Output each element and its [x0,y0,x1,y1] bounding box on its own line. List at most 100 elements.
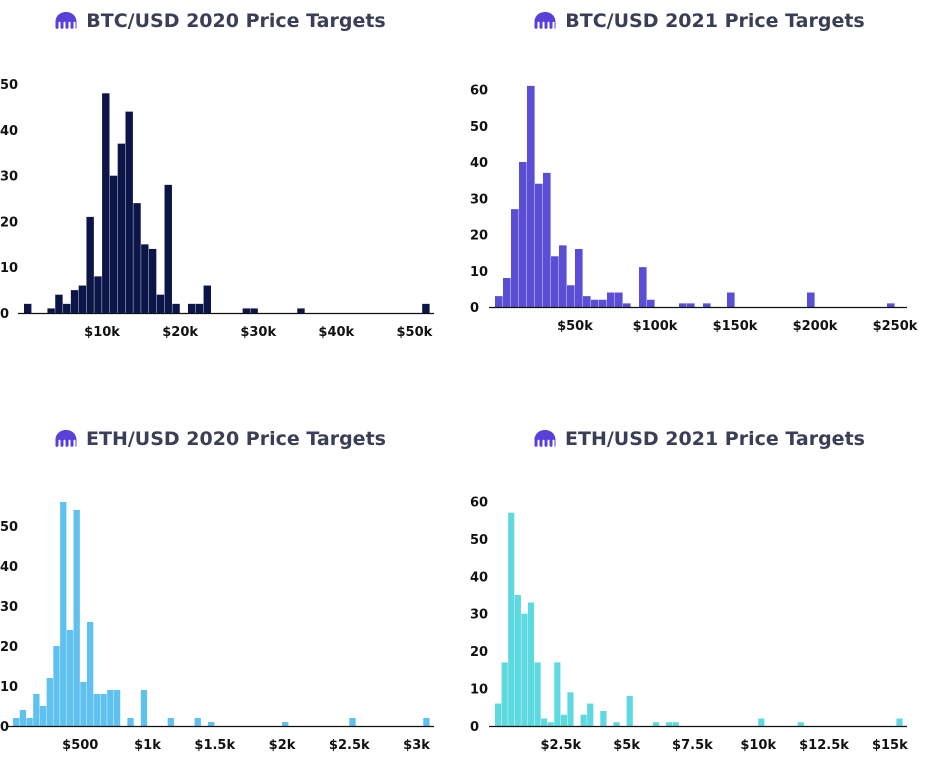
y-tick-label: 40 [0,124,18,139]
histogram-bar [591,299,599,307]
y-tick-label: 10 [0,261,18,276]
histogram-bar [534,662,541,726]
histogram-bar [26,718,33,726]
btc-2020-histogram: 0 10 20 30 40 50 $10k $20k $30k $40k $50k [0,78,434,340]
x-tick-label: $10k [740,738,776,753]
y-tick-label: 60 [470,84,488,99]
y-tick-label: 50 [470,533,488,548]
y-tick-label: 40 [470,156,488,171]
y-tick-label: 60 [470,495,488,510]
kraken-logo-icon [533,11,557,31]
x-tick-label: $1.5k [194,738,235,753]
y-tick-label: 50 [470,120,488,135]
y-tick-label: 0 [0,720,9,735]
chart-btc-2021: BTC/USD 2021 Price Targets 0 10 20 30 40 50 60… [470,6,928,336]
histogram-bar [514,595,521,726]
histogram-bar [560,714,567,726]
x-tick-label: $2k [269,738,296,753]
eth-2021-histogram: 0 10 20 30 40 50 60 $2.5k $5k $7.5k $10k $12.5k $15k [470,495,908,753]
chart-eth-2021: ETH/USD 2021 Price Targets 0 10 20 30 40 50 60… [470,424,928,764]
x-tick-label: $150k [713,319,758,334]
histogram-bar [127,718,134,726]
histogram-bar [297,308,305,313]
x-tick-label: $20k [162,325,198,340]
histogram-bar [141,244,149,313]
histogram-bar [94,276,102,313]
y-tick-labels: 0 10 20 30 40 50 [0,78,18,322]
x-tick-label: $2.5k [329,738,370,753]
y-tick-label: 20 [0,640,18,655]
y-tick-label: 40 [470,570,488,585]
histogram-bar [521,613,528,726]
histogram-bar [70,290,79,313]
x-tick-labels: $10k $20k $30k $40k $50k [84,325,432,340]
histogram-bar [547,722,554,726]
histogram-bar [652,722,660,726]
chart-eth-2020: ETH/USD 2020 Price Targets 0 10 20 30 40 50 $5… [0,424,440,764]
kraken-logo-glyph [55,430,77,447]
histogram-bar [33,694,40,726]
histogram-bar [107,690,114,726]
histogram-bar [503,278,511,307]
histogram-bar [195,303,204,313]
x-tick-labels: $50k $100k $150k $200k $250k [557,319,918,334]
histogram-bar [613,722,620,726]
histogram-bar [807,292,815,307]
x-tick-label: $100k [633,319,678,334]
histogram-bar [100,694,107,726]
histogram-bar [626,696,633,726]
y-tick-label: 0 [470,301,479,316]
histogram-bar [164,184,172,313]
histogram-bar [639,267,647,308]
histogram-bar [758,718,765,726]
histogram-bar [797,722,804,726]
histogram-bar [583,296,591,308]
histogram-bar [172,303,180,313]
histogram-bar [551,256,559,307]
y-tick-label: 20 [470,229,488,244]
histogram-bar [527,85,535,308]
y-tick-label: 20 [470,645,488,660]
histogram-bar [559,245,567,308]
histogram-bar [117,143,126,313]
y-tick-label: 0 [470,720,479,735]
histogram-bar [623,303,631,308]
x-tick-label: $1k [134,738,161,753]
histogram-bar [599,299,607,307]
x-tick-label: $50k [396,325,432,340]
x-tick-label: $30k [240,325,276,340]
histogram-bar [46,678,53,726]
histogram-bar [102,93,110,313]
x-tick-label: $3k [403,738,430,753]
histogram-bar [554,662,561,726]
x-tick-label: $40k [318,325,354,340]
histogram-bar [600,711,607,726]
histogram-bar [66,630,74,726]
histogram-bar [607,292,615,307]
histogram-bar [672,722,679,726]
y-tick-labels: 0 10 20 30 40 50 60 [470,84,488,317]
y-tick-label: 30 [470,608,488,623]
bars [495,512,903,726]
histogram-bar [567,285,575,307]
histogram-bar [575,249,583,307]
chart-title-text: BTC/USD 2020 Price Targets [86,10,386,32]
x-tick-label: $15k [872,738,908,753]
histogram-bar [519,162,527,307]
x-tick-label: $50k [557,319,593,334]
histogram-bar [203,285,211,313]
x-tick-label: $12.5k [799,738,849,753]
histogram-bar [543,172,551,308]
eth-2020-histogram: 0 10 20 30 40 50 $500 $1k $1.5k $2k $2.5k $3k [0,502,434,753]
histogram-bar [587,703,594,726]
y-tick-label: 30 [0,170,18,185]
chart-title-text: BTC/USD 2021 Price Targets [565,10,865,32]
histogram-bar [63,303,71,313]
histogram-bar [24,303,32,313]
y-tick-labels: 0 10 20 30 40 50 [0,520,18,735]
histogram-bar [156,294,165,313]
histogram-bar [39,706,47,726]
histogram-bar [78,285,87,313]
y-tick-label: 10 [0,680,18,695]
histogram-bar [19,710,27,726]
